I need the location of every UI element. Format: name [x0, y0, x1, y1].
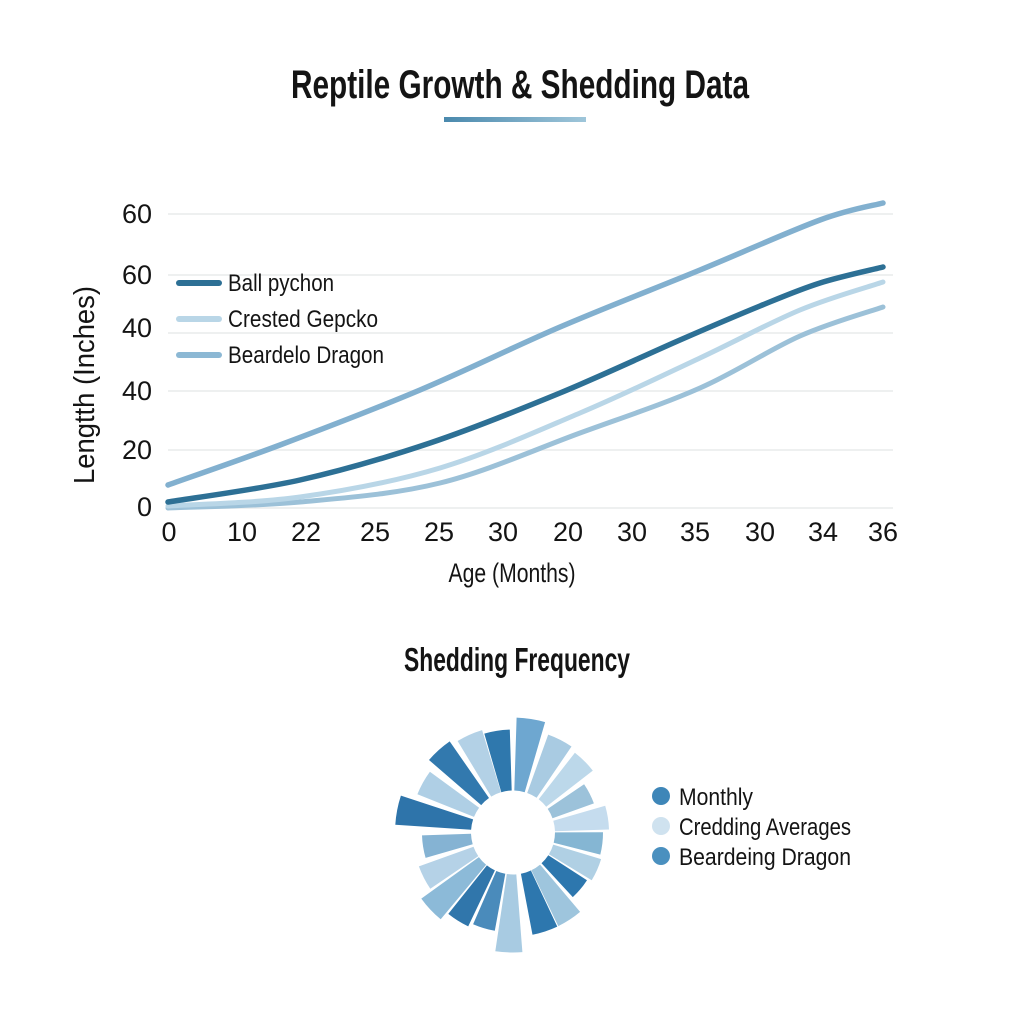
svg-text:30: 30 [617, 517, 647, 547]
svg-text:10: 10 [227, 517, 257, 547]
svg-text:0: 0 [137, 492, 152, 522]
svg-text:Credding Averages: Credding Averages [679, 814, 851, 841]
svg-text:Age (Months): Age (Months) [449, 558, 576, 588]
svg-text:Shedding Frequency: Shedding Frequency [404, 641, 630, 678]
svg-text:Beardelo Dragon: Beardelo Dragon [228, 342, 384, 369]
svg-text:Beardeing Dragon: Beardeing Dragon [679, 844, 851, 871]
svg-text:35: 35 [680, 517, 710, 547]
svg-text:30: 30 [745, 517, 775, 547]
svg-text:34: 34 [808, 517, 838, 547]
svg-text:Crested Gepcko: Crested Gepcko [228, 306, 378, 333]
svg-text:0: 0 [161, 517, 176, 547]
svg-text:40: 40 [122, 313, 152, 343]
svg-text:36: 36 [868, 517, 898, 547]
svg-text:40: 40 [122, 376, 152, 406]
svg-text:20: 20 [122, 435, 152, 465]
svg-text:25: 25 [424, 517, 454, 547]
svg-text:Lengtth (Inches): Lengtth (Inches) [69, 286, 101, 484]
svg-text:25: 25 [360, 517, 390, 547]
svg-text:Monthly: Monthly [679, 784, 753, 811]
svg-text:Reptile Growth & Shedding Data: Reptile Growth & Shedding Data [291, 63, 750, 107]
svg-text:22: 22 [291, 517, 321, 547]
svg-text:30: 30 [488, 517, 518, 547]
svg-text:60: 60 [122, 199, 152, 229]
svg-text:60: 60 [122, 260, 152, 290]
svg-text:Ball pychon: Ball pychon [228, 270, 334, 297]
svg-text:20: 20 [553, 517, 583, 547]
